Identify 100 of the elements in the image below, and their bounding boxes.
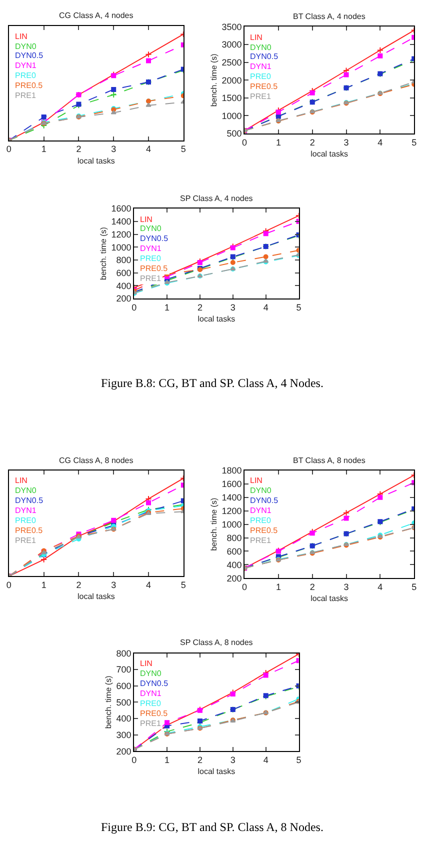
text: PRE1 (250, 92, 272, 101)
text: LIN (15, 32, 28, 41)
y-axis-title: bench. time (s) (104, 675, 113, 729)
y-tick-label: 600 (226, 546, 242, 556)
x-axis-title: local tasks (198, 767, 236, 776)
text: DYN0 (250, 486, 272, 495)
chart-title: BT Class A, 4 nodes (293, 12, 366, 21)
y-tick-label: 400 (226, 560, 242, 570)
y-axis-title: bench. time (s) (98, 226, 108, 280)
text: DYN0 (15, 42, 37, 51)
x-tick-label: 4 (263, 754, 268, 765)
text: PRE0.5 (250, 82, 278, 91)
y-tick-label: 1000 (222, 110, 242, 121)
text: PRE0 (15, 71, 36, 80)
x-tick-label: 3 (344, 582, 349, 592)
text: DYN1 (140, 244, 162, 253)
x-tick-label: 0 (6, 144, 12, 154)
text: PRE1 (15, 91, 36, 100)
text: LIN (140, 215, 153, 224)
x-tick-label: 4 (263, 302, 268, 312)
x-tick-label: 3 (230, 754, 236, 765)
x-tick-label: 2 (76, 580, 82, 590)
text: DYN1 (15, 506, 37, 515)
text: PRE0 (250, 72, 272, 81)
y-tick-label: 1200 (111, 229, 132, 240)
x-tick-label: 1 (276, 582, 281, 592)
x-tick-label: 1 (276, 137, 281, 148)
text: Figure B.9: CG, BT and SP. Class A, 8 Nodes. (101, 820, 324, 834)
series-label: PRE1 (140, 274, 162, 283)
text: DYN0.5 (15, 51, 44, 60)
x-tick-label: 5 (180, 580, 186, 590)
x-tick-label: 0 (242, 137, 248, 148)
y-tick-label: 2500 (222, 57, 242, 68)
text: DYN0 (140, 669, 162, 678)
x-tick-label: 2 (310, 137, 315, 148)
series-label: PRE0.5 (15, 526, 44, 535)
x-tick-label: 5 (180, 144, 186, 154)
y-tick-label: 1500 (222, 93, 242, 104)
x-tick-label: 1 (41, 580, 46, 590)
series-label: PRE1 (140, 719, 162, 728)
y-tick-label: 500 (116, 697, 132, 708)
y-tick-label: 800 (116, 255, 132, 266)
y-tick-label: 800 (226, 532, 242, 543)
y-tick-label: 700 (116, 664, 132, 675)
y-tick-label: 1000 (111, 242, 132, 252)
y-tick-label: 3500 (222, 22, 242, 32)
y-tick-label: 1200 (222, 506, 242, 516)
text: DYN1 (15, 61, 37, 70)
x-tick-label: 0 (132, 302, 137, 312)
text: DYN0 (140, 224, 162, 233)
chart-title: BT Class A, 8 nodes (293, 456, 366, 465)
text: LIN (15, 476, 28, 485)
y-tick-label: 1400 (222, 492, 242, 503)
y-tick-label: 1000 (222, 519, 242, 530)
text: PRE0 (15, 516, 36, 525)
y-axis-title: bench. time (s) (209, 498, 218, 551)
y-tick-label: 1800 (222, 466, 242, 476)
chart-title: CG Class A, 4 nodes (59, 11, 134, 20)
y-tick-label: 200 (116, 746, 132, 756)
x-tick-label: 4 (146, 144, 152, 154)
text: DYN0.5 (15, 496, 44, 505)
text: DYN1 (140, 689, 162, 698)
y-tick-label: 1600 (111, 204, 132, 214)
text: PRE0 (250, 516, 272, 525)
text: DYN0.5 (250, 52, 279, 61)
y-tick-label: 200 (226, 573, 242, 584)
series-label: PRE0.5 (140, 709, 168, 718)
x-tick-label: 0 (242, 582, 248, 592)
text: DYN0 (15, 486, 37, 495)
x-tick-label: 3 (230, 302, 236, 312)
chart-title: CG Class A, 8 nodes (59, 456, 134, 465)
x-tick-label: 4 (378, 137, 383, 148)
series-label: PRE1 (250, 536, 272, 545)
x-tick-label: 5 (412, 582, 417, 592)
series-label: PRE1 (15, 536, 36, 545)
x-axis-title: local tasks (77, 156, 115, 166)
y-tick-label: 1600 (222, 479, 242, 490)
y-tick-label: 2000 (222, 75, 242, 86)
x-tick-label: 0 (6, 580, 12, 590)
y-tick-label: 1400 (111, 216, 132, 227)
x-tick-label: 5 (296, 302, 302, 312)
chart-title: SP Class A, 8 nodes (180, 638, 253, 647)
text: DYN1 (250, 62, 272, 71)
text: LIN (250, 476, 263, 485)
text: DYN0.5 (140, 234, 169, 243)
text: DYN0.5 (250, 496, 279, 505)
text: PRE0.5 (15, 81, 44, 90)
x-tick-label: 2 (76, 144, 82, 154)
y-tick-label: 800 (116, 648, 132, 658)
x-tick-label: 3 (344, 137, 349, 148)
text: LIN (250, 33, 263, 42)
y-tick-label: 3000 (222, 40, 242, 50)
chart-title: SP Class A, 4 nodes (180, 194, 253, 203)
x-tick-label: 2 (310, 582, 315, 592)
x-tick-label: 1 (41, 144, 46, 154)
text: DYN0.5 (140, 679, 169, 688)
x-tick-label: 5 (412, 137, 417, 148)
y-axis-title: bench. time (s) (209, 53, 218, 107)
text: DYN0 (250, 43, 272, 52)
x-tick-label: 0 (132, 754, 137, 765)
